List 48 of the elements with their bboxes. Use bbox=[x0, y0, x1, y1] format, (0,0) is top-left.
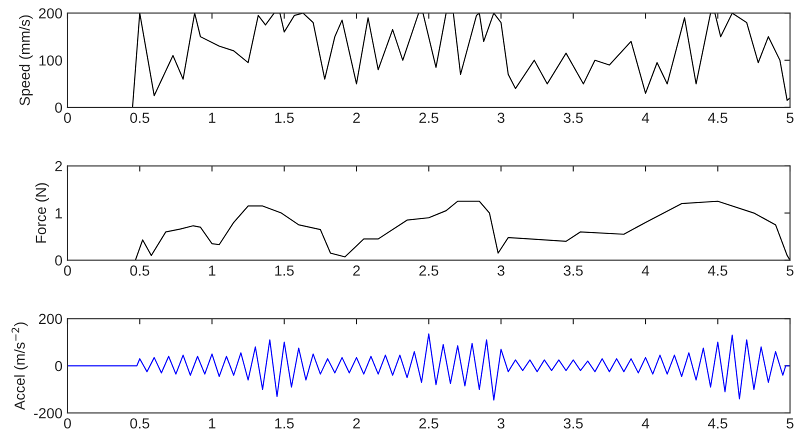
y-tick-label: -200 bbox=[34, 408, 62, 418]
y-tick-label: 200 bbox=[39, 314, 62, 324]
x-tick-label: 3.5 bbox=[564, 418, 583, 429]
y-axis-title: Force (N) bbox=[35, 183, 49, 243]
x-tick-label: 0 bbox=[64, 112, 71, 123]
x-tick-label: 1.5 bbox=[275, 266, 294, 276]
x-tick-label: 2.5 bbox=[419, 418, 438, 429]
y-tick-label: 200 bbox=[39, 8, 62, 19]
x-tick-label: 1 bbox=[209, 266, 216, 276]
y-tick-label: 100 bbox=[39, 55, 62, 66]
x-tick-label: 4 bbox=[642, 112, 650, 123]
x-tick-label: 0.5 bbox=[130, 112, 150, 123]
x-tick-label: 4.5 bbox=[708, 112, 728, 123]
x-tick-label: 0.5 bbox=[130, 418, 150, 429]
x-tick-label: 4.5 bbox=[708, 266, 728, 276]
x-tick-label: 3 bbox=[498, 265, 504, 276]
x-tick-label: 2.5 bbox=[419, 112, 438, 123]
y-tick-label: 1 bbox=[56, 208, 62, 218]
y-axis-title: Accel (m/s$^{−2}$) bbox=[12, 322, 28, 410]
y-tick-label: 0 bbox=[55, 255, 62, 266]
x-tick-label: 4.5 bbox=[708, 418, 728, 429]
y-tick-label: 0 bbox=[55, 360, 62, 372]
x-tick-label: 2 bbox=[353, 112, 360, 123]
x-tick-label: 5 bbox=[786, 112, 794, 123]
x-tick-label: 3.5 bbox=[564, 112, 583, 123]
y-axis-title: Speed (mm/s) bbox=[19, 15, 33, 106]
x-tick-label: 4 bbox=[642, 418, 650, 428]
x-tick-label: 0 bbox=[64, 265, 71, 276]
x-tick-label: 3 bbox=[498, 418, 504, 429]
line-series bbox=[132, 13, 790, 108]
line-series bbox=[134, 200, 790, 260]
x-tick-label: 0.5 bbox=[130, 265, 150, 276]
x-tick-label: 4 bbox=[642, 266, 650, 276]
x-tick-label: 1.5 bbox=[275, 112, 294, 123]
x-tick-label: 0 bbox=[64, 418, 71, 429]
x-tick-label: 2.5 bbox=[419, 265, 438, 276]
x-tick-label: 2 bbox=[353, 418, 360, 428]
x-tick-label: 1.5 bbox=[275, 418, 294, 429]
y-tick-label: 0 bbox=[55, 102, 62, 113]
x-tick-label: 3 bbox=[498, 112, 504, 123]
x-tick-label: 2 bbox=[353, 265, 360, 276]
line-series bbox=[67, 333, 790, 401]
x-tick-label: 3.5 bbox=[564, 265, 583, 276]
x-tick-label: 1 bbox=[209, 418, 216, 428]
x-tick-label: 1 bbox=[209, 112, 216, 123]
x-tick-label: 5 bbox=[786, 266, 794, 276]
y-tick-label: 2 bbox=[55, 160, 62, 172]
x-tick-label: 5 bbox=[786, 418, 794, 429]
